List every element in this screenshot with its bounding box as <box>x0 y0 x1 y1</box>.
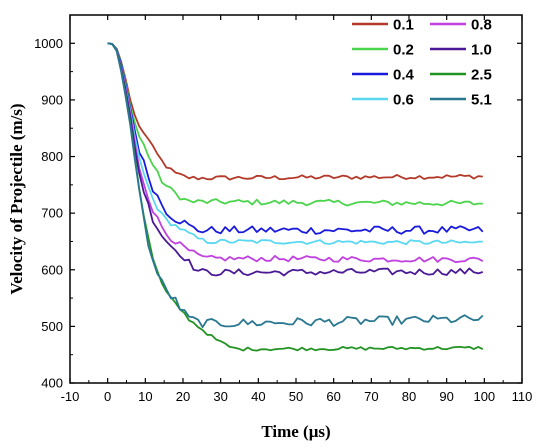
y-tick-label: 700 <box>41 206 63 221</box>
y-tick-label: 400 <box>41 376 63 391</box>
x-tick-label: 70 <box>364 389 378 404</box>
legend-label: 1.0 <box>471 42 492 59</box>
legend-label: 0.6 <box>393 92 414 109</box>
x-tick-label: 30 <box>213 389 227 404</box>
series-line-0-6 <box>107 42 483 246</box>
x-tick-label: 10 <box>138 389 152 404</box>
legend-label: 0.1 <box>393 17 414 34</box>
series-line-1-0 <box>107 42 484 277</box>
legend-label: 5.1 <box>471 92 492 109</box>
series-line-0-4 <box>107 42 484 235</box>
x-tick-label: 100 <box>473 389 495 404</box>
series-line-0-1 <box>107 42 483 181</box>
legend-label: 0.2 <box>393 42 414 59</box>
legend-label: 0.8 <box>471 17 492 34</box>
plot-frame <box>69 14 523 384</box>
x-tick-label: 0 <box>104 389 111 404</box>
x-axis-title: Time (μs) <box>261 422 330 441</box>
x-tick-label: 80 <box>402 389 416 404</box>
plot-border <box>69 14 523 384</box>
legend: 0.1 0.8 0.2 1.0 0.4 2.5 0.6 5.1 <box>352 17 492 109</box>
x-tick-label: 50 <box>289 389 303 404</box>
x-tick-label: -10 <box>61 389 80 404</box>
x-tick-label: 90 <box>439 389 453 404</box>
y-axis-title: Velocity of Projectile (m/s) <box>7 103 26 294</box>
y-tick-label: 1000 <box>34 36 63 51</box>
legend-label: 0.4 <box>393 67 415 84</box>
x-tick-label: 60 <box>326 389 340 404</box>
axes-layer: -10 0 10 20 30 40 50 60 70 80 90 100 110 400 500 600 700… <box>34 14 533 404</box>
y-tick-label: 600 <box>41 262 63 277</box>
legend-label: 2.5 <box>471 67 492 84</box>
y-tick-label: 800 <box>41 149 63 164</box>
x-tick-label: 20 <box>176 389 190 404</box>
series-line-0-8 <box>107 42 484 264</box>
y-tick-label: 900 <box>41 92 63 107</box>
y-tick-label: 500 <box>41 319 63 334</box>
series-layer <box>107 42 484 352</box>
series-line-0-2 <box>107 42 483 207</box>
series-line-2-5 <box>107 42 484 352</box>
x-tick-label: 40 <box>251 389 265 404</box>
series-line-5-1 <box>107 42 484 329</box>
x-tick-label: 110 <box>512 389 533 404</box>
